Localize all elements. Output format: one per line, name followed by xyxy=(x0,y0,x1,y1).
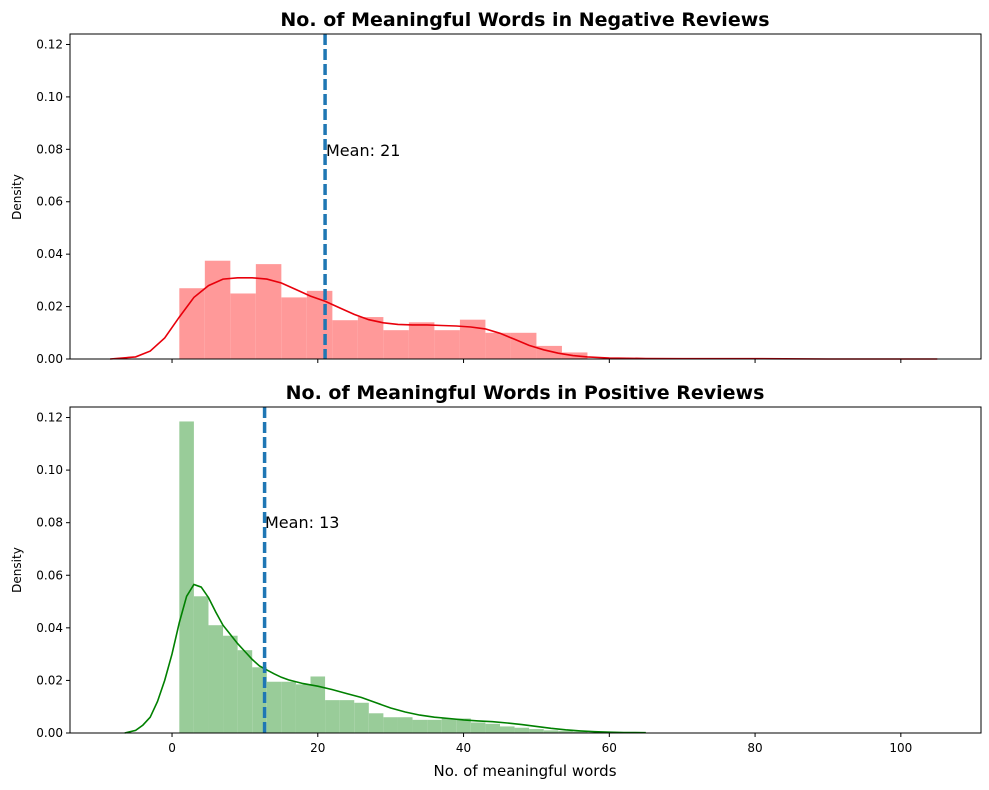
histogram-bar xyxy=(368,713,384,733)
histogram-bar xyxy=(306,290,333,359)
x-tick-label: 100 xyxy=(889,741,912,755)
histogram-bar xyxy=(325,700,340,733)
histogram-bar xyxy=(441,718,457,733)
kde-line xyxy=(110,276,938,360)
x-tick-label: 60 xyxy=(602,741,617,755)
histogram-bar xyxy=(266,681,282,733)
histogram-bar xyxy=(193,596,209,733)
mean-annotation: Mean: 13 xyxy=(265,513,339,532)
y-axis-label: Density xyxy=(10,547,24,593)
x-axis-label: No. of meaningful words xyxy=(433,762,616,780)
histogram-bar xyxy=(230,293,256,359)
y-tick-label: 0.02 xyxy=(36,300,63,314)
histogram-bar xyxy=(237,650,253,733)
y-tick-label: 0.10 xyxy=(36,90,63,104)
x-tick-label: 20 xyxy=(310,741,325,755)
x-tick-label: 80 xyxy=(747,741,762,755)
y-tick-label: 0.08 xyxy=(36,142,63,156)
histogram-bar xyxy=(354,702,369,733)
y-tick-label: 0.04 xyxy=(36,247,63,261)
histogram-bar xyxy=(281,681,296,733)
histogram-bar xyxy=(295,684,311,733)
histogram-bar xyxy=(485,332,511,359)
histogram-bar xyxy=(357,317,384,359)
y-axis-label: Density xyxy=(10,174,24,220)
histogram-bar xyxy=(397,717,413,733)
histogram-bar xyxy=(339,700,355,733)
histogram-bar xyxy=(572,731,588,733)
chart-title: No. of Meaningful Words in Positive Revi… xyxy=(286,382,765,404)
histogram-bar xyxy=(514,727,530,733)
histogram-bar xyxy=(558,730,573,733)
histogram-bar xyxy=(332,320,358,359)
histogram-bar xyxy=(383,717,398,733)
histogram-bar xyxy=(310,676,326,733)
histogram-bar xyxy=(456,718,471,733)
y-tick-label: 0.06 xyxy=(36,195,63,209)
plot-area: 0.00 0.02 0.04 0.06 0.08 0.10 0.12 0 20 40 60 80 100 xyxy=(36,406,982,755)
histogram-bar xyxy=(485,723,500,733)
histogram-bar xyxy=(208,625,224,733)
y-tick-label: 0.10 xyxy=(36,463,63,477)
y-tick-label: 0.12 xyxy=(36,37,63,51)
histogram-bar xyxy=(179,421,194,733)
kde-line xyxy=(124,583,646,734)
y-tick-label: 0.00 xyxy=(36,352,63,366)
histogram-bar xyxy=(383,330,409,359)
histogram-bar xyxy=(427,719,442,733)
histogram-bar xyxy=(434,330,460,359)
histogram-bar xyxy=(412,719,428,733)
histogram-bar xyxy=(223,635,238,733)
positive-reviews-panel: No. of Meaningful Words in Positive Revi… xyxy=(10,382,982,780)
histogram-bar xyxy=(499,726,515,733)
histogram-bar xyxy=(543,730,559,733)
x-tick-label: 40 xyxy=(456,741,471,755)
y-tick-label: 0.04 xyxy=(36,621,63,635)
histogram-bar xyxy=(459,319,486,359)
histogram-bar xyxy=(408,322,435,359)
histogram-bar xyxy=(204,260,231,359)
histogram-bar xyxy=(529,729,544,733)
histogram-bar xyxy=(470,722,486,733)
axes-frame xyxy=(69,33,982,360)
axes-frame xyxy=(69,406,982,734)
plot-area: 0.00 0.02 0.04 0.06 0.08 0.10 0.12 xyxy=(36,33,982,366)
y-tick-label: 0.00 xyxy=(36,726,63,740)
histogram-bar xyxy=(281,297,307,359)
negative-reviews-panel: No. of Meaningful Words in Negative Revi… xyxy=(10,9,982,366)
x-tick-label: 0 xyxy=(168,741,176,755)
y-tick-label: 0.08 xyxy=(36,516,63,530)
chart-title: No. of Meaningful Words in Negative Revi… xyxy=(280,9,769,31)
mean-annotation: Mean: 21 xyxy=(326,141,400,160)
y-tick-label: 0.02 xyxy=(36,673,63,687)
y-tick-label: 0.06 xyxy=(36,568,63,582)
y-tick-label: 0.12 xyxy=(36,411,63,425)
